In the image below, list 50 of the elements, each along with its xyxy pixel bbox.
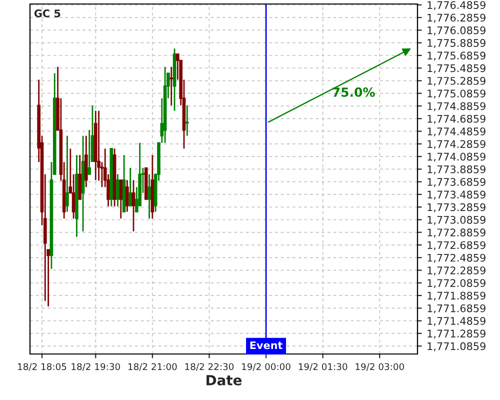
candlestick bbox=[148, 174, 151, 220]
x-axis-title: Date bbox=[206, 375, 242, 386]
x-tick-label: 18/2 19:30 bbox=[72, 363, 120, 371]
candlestick bbox=[66, 135, 69, 212]
y-tick-label: 1,775.6859 bbox=[428, 52, 486, 61]
y-tick-label: 1,771.4859 bbox=[428, 317, 486, 326]
y-tick-label: 1,773.6859 bbox=[428, 178, 486, 187]
y-tick-label: 1,776.2859 bbox=[428, 14, 486, 23]
y-tick-label: 1,773.4859 bbox=[428, 190, 486, 200]
y-tick-label: 1,771.8859 bbox=[428, 292, 486, 301]
candlestick bbox=[88, 129, 91, 175]
y-tick-label: 1,775.2859 bbox=[428, 76, 486, 86]
y-tick-label: 1,774.0859 bbox=[428, 152, 486, 162]
candlestick bbox=[116, 174, 120, 208]
y-tick-label: 1,773.2859 bbox=[428, 203, 486, 212]
y-tick-label: 1,773.8859 bbox=[428, 165, 486, 174]
y-tick-label: 1,772.2859 bbox=[428, 266, 486, 276]
y-tick-label: 1,772.6859 bbox=[428, 241, 486, 250]
x-tick-label: 19/2 03:00 bbox=[356, 363, 404, 371]
y-tick-label: 1,775.8859 bbox=[428, 39, 486, 48]
y-tick-label: 1,772.8859 bbox=[428, 228, 486, 238]
x-tick-label: 18/2 22:30 bbox=[185, 363, 234, 371]
y-tick-label: 1,775.4859 bbox=[428, 64, 486, 74]
candlestick bbox=[132, 179, 136, 232]
x-tick-label: 18/2 21:00 bbox=[128, 363, 177, 371]
y-tick-label: 1,771.0859 bbox=[428, 342, 486, 352]
y-tick-label: 1,771.6859 bbox=[428, 304, 486, 314]
y-tick-label: 1,774.6859 bbox=[428, 114, 486, 124]
y-tick-label: 1,774.2859 bbox=[428, 140, 486, 150]
candlestick bbox=[128, 167, 132, 206]
annotation: 75.0% bbox=[332, 87, 375, 97]
y-tick-label: 1,776.0859 bbox=[428, 26, 486, 36]
y-tick-label: 1,773.0859 bbox=[428, 216, 486, 225]
x-tick-label: 19/2 00:00 bbox=[242, 363, 290, 371]
y-tick-label: 1,772.0859 bbox=[428, 279, 486, 288]
chart-title: GC 5 bbox=[34, 9, 60, 18]
x-tick-label: 18/2 18:05 bbox=[18, 363, 66, 371]
y-tick-label: 1,774.8859 bbox=[428, 102, 486, 112]
ref-line-label: Event bbox=[250, 341, 282, 350]
candlestick bbox=[119, 179, 123, 220]
y-tick-label: 1,775.0859 bbox=[428, 90, 486, 99]
y-tick-label: 1,774.4859 bbox=[428, 127, 486, 136]
x-tick-label: 19/2 01:30 bbox=[298, 363, 348, 371]
candlestick bbox=[185, 104, 189, 136]
y-tick-label: 1,772.4859 bbox=[428, 254, 486, 263]
candlestick bbox=[72, 174, 76, 220]
y-tick-label: 1,776.4859 bbox=[428, 1, 486, 10]
candlestick bbox=[126, 179, 129, 212]
candlestick bbox=[170, 66, 174, 106]
y-tick-label: 1,771.2859 bbox=[428, 330, 486, 339]
